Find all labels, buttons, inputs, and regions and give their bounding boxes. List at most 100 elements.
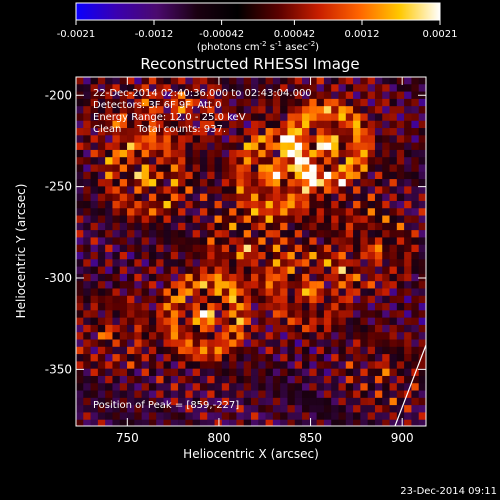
colorbar-ticks: -0.0021 -0.0012 -0.00042 0.00042 0.0012 0.002…	[57, 20, 458, 40]
heatmap-cell	[156, 317, 164, 326]
heatmap-cell	[374, 142, 383, 151]
heatmap-cell	[105, 179, 113, 187]
heatmap-cell	[382, 77, 390, 85]
heatmap-cell	[236, 128, 245, 136]
heatmap-cell	[396, 164, 405, 173]
heatmap-cell	[272, 412, 281, 421]
heatmap-cell	[353, 339, 361, 348]
heatmap-cell	[323, 383, 332, 391]
heatmap-cell	[192, 98, 201, 107]
heatmap-cell	[119, 375, 128, 384]
heatmap-cell	[251, 383, 259, 391]
heatmap-cell	[127, 215, 135, 224]
heatmap-cell	[345, 266, 354, 275]
heatmap-cell	[280, 237, 288, 246]
heatmap-cell	[185, 273, 193, 282]
heatmap-cell	[345, 171, 354, 180]
heatmap-cell	[382, 310, 390, 318]
heatmap-cell	[411, 200, 420, 209]
heatmap-cell	[353, 375, 361, 384]
heatmap-cell	[192, 84, 201, 92]
heatmap-cell	[411, 179, 420, 187]
heatmap-cell	[185, 244, 193, 253]
heatmap-cell	[243, 98, 252, 107]
heatmap-cell	[272, 310, 281, 318]
heatmap-cell	[83, 383, 91, 391]
heatmap-cell	[345, 128, 354, 136]
heatmap-cell	[90, 310, 99, 318]
heatmap-cell	[192, 281, 201, 289]
heatmap-cell	[221, 339, 230, 348]
heatmap-cell	[207, 412, 215, 421]
heatmap-cell	[404, 179, 412, 187]
heatmap-cell	[134, 368, 142, 377]
heatmap-cell	[374, 368, 383, 377]
heatmap-cell	[316, 142, 325, 151]
heatmap-cell	[353, 324, 361, 333]
heatmap-cell	[236, 157, 245, 165]
heatmap-cell	[105, 310, 113, 318]
heatmap-cell	[338, 375, 347, 384]
heatmap-cell	[76, 164, 84, 173]
heatmap-cell	[156, 157, 164, 165]
heatmap-cell	[309, 288, 317, 297]
heatmap-cell	[396, 135, 405, 143]
heatmap-cell	[112, 244, 121, 253]
heatmap-cell	[316, 237, 325, 246]
heatmap-cell	[272, 339, 281, 348]
heatmap-cell	[127, 106, 135, 114]
heatmap-cell	[185, 164, 193, 173]
heatmap-cell	[323, 339, 332, 348]
heatmap-cell	[323, 354, 332, 362]
heatmap-cell	[302, 208, 310, 216]
y-axis-label: Heliocentric Y (arcsec)	[14, 184, 28, 319]
heatmap-cell	[199, 288, 208, 297]
heatmap-cell	[265, 383, 274, 391]
heatmap-cell	[148, 215, 157, 224]
heatmap-cell	[163, 186, 172, 194]
heatmap-cell	[360, 390, 368, 399]
heatmap-cell	[207, 164, 215, 173]
heatmap-cell	[170, 208, 179, 216]
heatmap-cell	[316, 259, 325, 267]
heatmap-cell	[229, 98, 237, 107]
heatmap-cell	[83, 412, 91, 421]
heatmap-cell	[97, 149, 106, 158]
heatmap-cell	[185, 390, 193, 399]
heatmap-cell	[156, 303, 164, 311]
heatmap-cell	[265, 193, 274, 202]
heatmap-cell	[243, 405, 252, 413]
heatmap-cell	[258, 237, 266, 246]
heatmap-cell	[141, 244, 150, 253]
heatmap-cell	[192, 252, 201, 260]
heatmap-cell	[97, 128, 106, 136]
heatmap-cell	[396, 346, 405, 355]
heatmap-cell	[156, 128, 164, 136]
heatmap-cell	[163, 142, 172, 151]
heatmap-cell	[280, 354, 288, 362]
heatmap-cell	[338, 208, 347, 216]
heatmap-cell	[178, 368, 186, 377]
heatmap-cell	[243, 383, 252, 391]
heatmap-cell	[199, 412, 208, 421]
heatmap-cell	[221, 244, 230, 253]
heatmap-cell	[294, 324, 303, 333]
heatmap-cell	[316, 149, 325, 158]
heatmap-cell	[309, 135, 317, 143]
heatmap-cell	[127, 266, 135, 275]
heatmap-cell	[199, 106, 208, 114]
heatmap-cell	[185, 266, 193, 275]
heatmap-cell	[287, 120, 296, 129]
heatmap-cell	[134, 412, 142, 421]
heatmap-cell	[396, 157, 405, 165]
heatmap-cell	[287, 346, 296, 355]
heatmap-cell	[404, 419, 412, 426]
heatmap-cell	[214, 208, 223, 216]
heatmap-cell	[192, 237, 201, 246]
heatmap-cell	[345, 222, 354, 231]
heatmap-cell	[236, 354, 245, 362]
heatmap-cell	[360, 106, 368, 114]
heatmap-cell	[83, 142, 91, 151]
heatmap-cell	[302, 368, 310, 377]
heatmap-cell	[389, 317, 398, 326]
